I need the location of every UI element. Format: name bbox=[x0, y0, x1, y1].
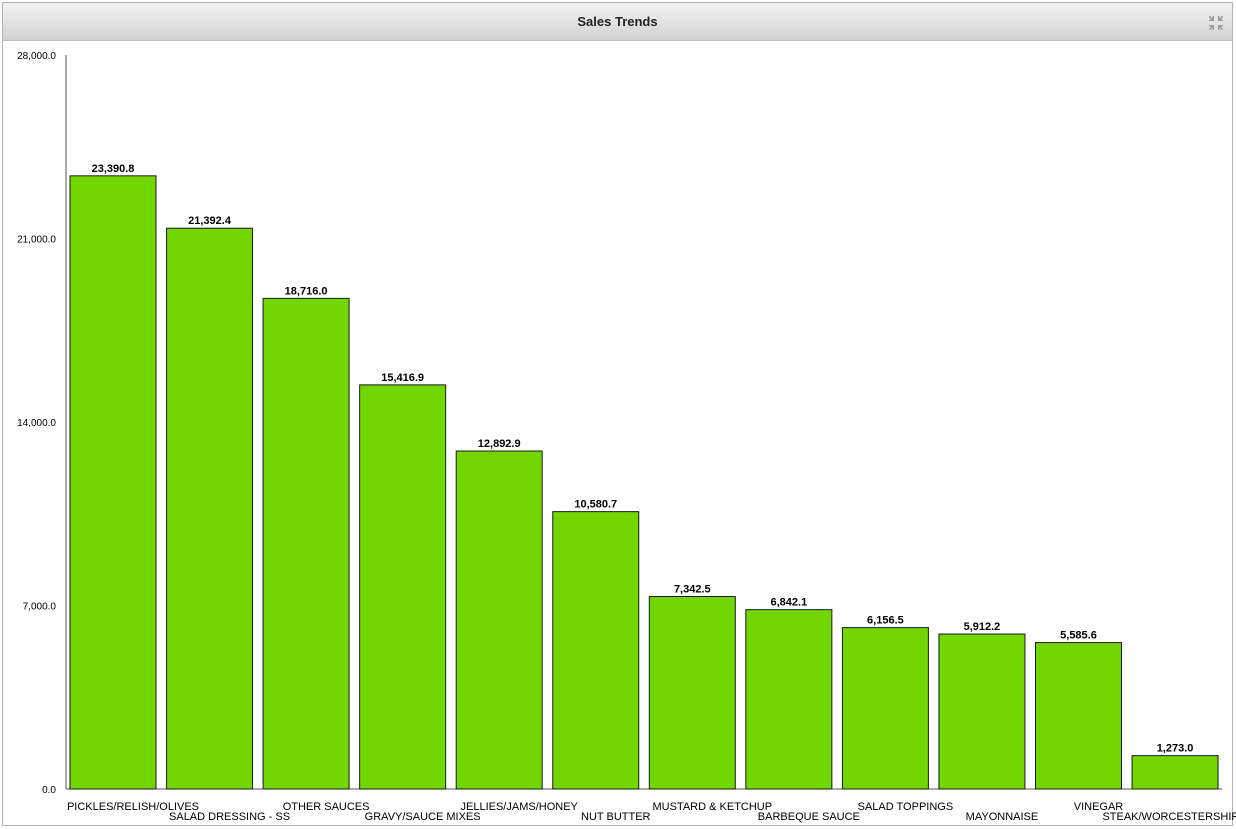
y-tick-label: 7,000.0 bbox=[23, 602, 57, 613]
bar[interactable] bbox=[359, 384, 447, 790]
bar-value-label: 1,273.0 bbox=[1157, 743, 1194, 755]
bar-value-label: 5,585.6 bbox=[1060, 630, 1097, 642]
bar-value-label: 23,390.8 bbox=[92, 163, 135, 175]
x-tick-label: NUT BUTTER bbox=[581, 811, 651, 823]
y-tick-label: 0.0 bbox=[42, 785, 56, 796]
bar-value-label: 15,416.9 bbox=[381, 372, 424, 384]
bar[interactable] bbox=[648, 596, 736, 790]
collapse-icon[interactable] bbox=[1208, 15, 1224, 31]
y-tick-label: 28,000.0 bbox=[17, 51, 56, 62]
bar[interactable] bbox=[166, 227, 254, 790]
bar-value-label: 10,580.7 bbox=[574, 499, 617, 511]
x-tick-label: BARBEQUE SAUCE bbox=[758, 811, 860, 823]
bar[interactable] bbox=[455, 450, 543, 790]
bar-value-label: 7,342.5 bbox=[674, 584, 711, 596]
x-tick-label: JELLIES/JAMS/HONEY bbox=[461, 801, 579, 813]
bar[interactable] bbox=[745, 609, 833, 790]
x-tick-label: VINEGAR bbox=[1074, 801, 1124, 813]
bar[interactable] bbox=[841, 627, 929, 790]
y-tick-label: 21,000.0 bbox=[17, 235, 56, 246]
bar[interactable] bbox=[1035, 642, 1122, 790]
bar[interactable] bbox=[552, 511, 640, 790]
bar-value-label: 6,156.5 bbox=[867, 615, 904, 627]
bar-value-label: 12,892.9 bbox=[478, 438, 521, 450]
bar[interactable] bbox=[1131, 755, 1219, 790]
bar[interactable] bbox=[262, 297, 350, 790]
bar[interactable] bbox=[938, 633, 1026, 790]
x-tick-label: SALAD DRESSING - SS bbox=[169, 811, 290, 823]
bar-value-label: 21,392.4 bbox=[188, 215, 232, 227]
x-tick-label: OTHER SAUCES bbox=[283, 801, 370, 813]
bar[interactable] bbox=[69, 175, 157, 790]
bars bbox=[69, 175, 1219, 790]
x-tick-label: MUSTARD & KETCHUP bbox=[653, 801, 773, 813]
bar-value-label: 5,912.2 bbox=[964, 621, 1001, 633]
x-tick-label: GRAVY/SAUCE MIXES bbox=[365, 811, 481, 823]
x-tick-label: SALAD TOPPINGS bbox=[858, 801, 954, 813]
panel-title: Sales Trends bbox=[577, 14, 658, 29]
y-tick-label: 14,000.0 bbox=[17, 418, 56, 429]
bar-value-label: 6,842.1 bbox=[770, 597, 807, 609]
panel-header: Sales Trends bbox=[3, 3, 1232, 41]
value-labels: 23,390.8 21,392.4 18,716.0 15,416.9 12,892.9… bbox=[92, 163, 1194, 755]
x-tick-label: STEAK/WORCESTERSHIRE SAUCE bbox=[1102, 811, 1236, 823]
x-tick-label: PICKLES/RELISH/OLIVES bbox=[67, 801, 199, 813]
bar-value-label: 18,716.0 bbox=[285, 285, 328, 297]
x-tick-label: MAYONNAISE bbox=[966, 811, 1039, 823]
y-axis: 0.0 7,000.0 14,000.0 21,000.0 28,000.0 bbox=[17, 51, 1222, 796]
